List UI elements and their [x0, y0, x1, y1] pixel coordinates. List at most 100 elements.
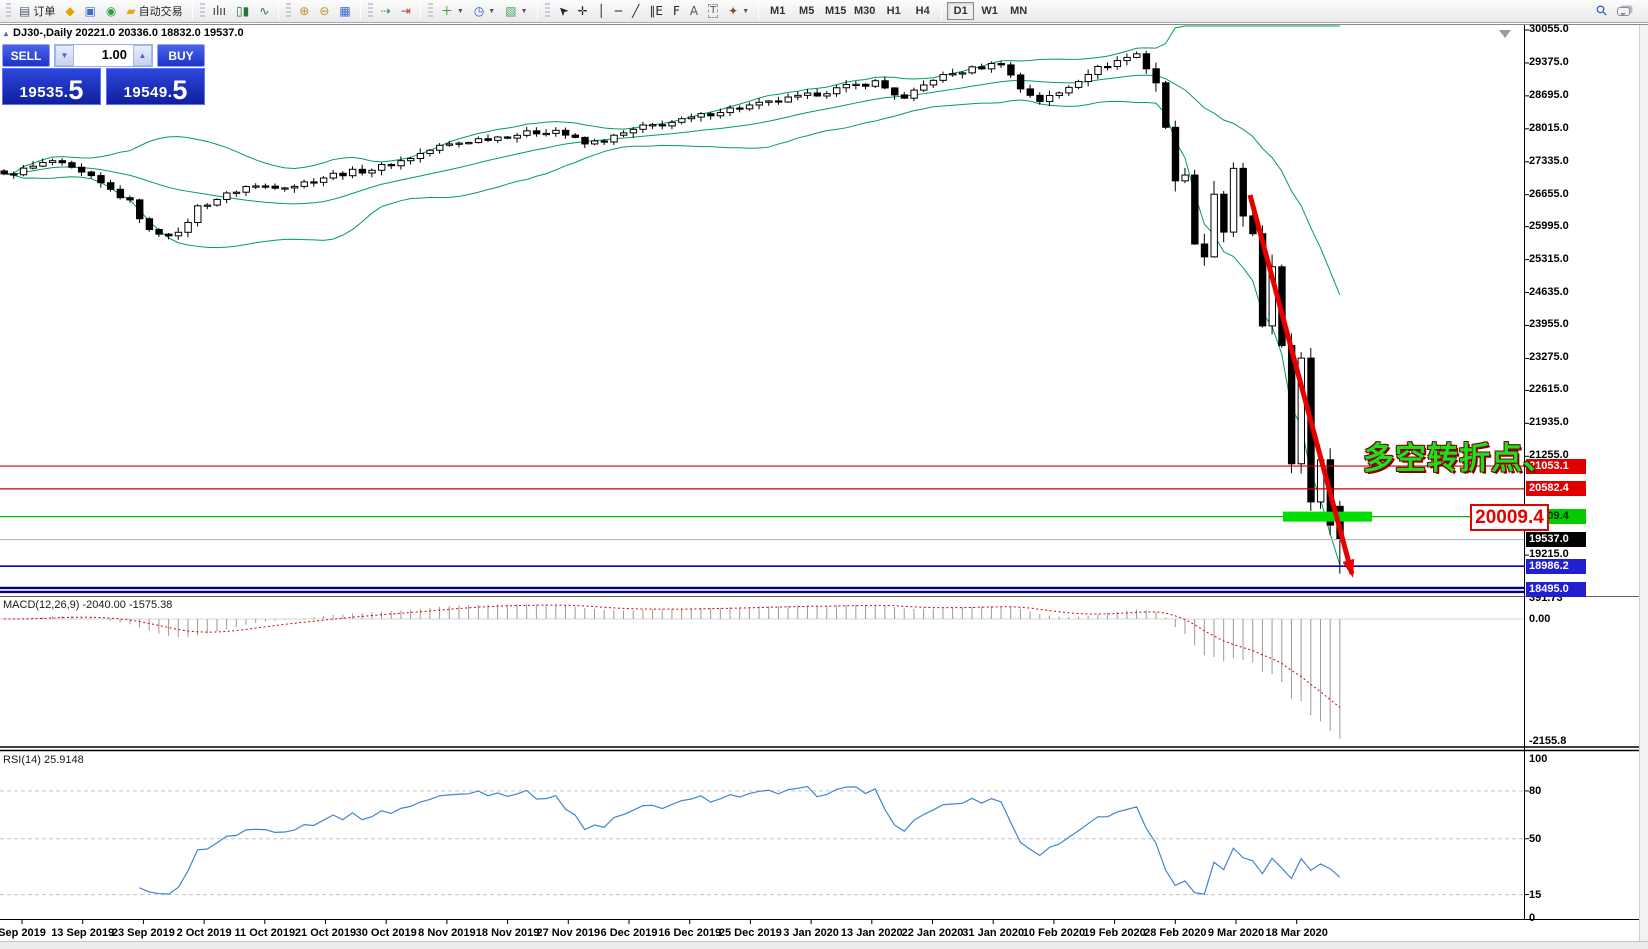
- date-tick-label: 28 Feb 2020: [1144, 927, 1207, 939]
- rsi-label: RSI(14) 25.9148: [3, 754, 84, 766]
- date-tick-label: 18 Mar 2020: [1265, 927, 1328, 939]
- price-tick-label: 24635.0: [1529, 285, 1569, 298]
- trendline-icon: ╱: [632, 4, 640, 18]
- date-tick-label: 16 Dec 2019: [658, 927, 722, 939]
- date-tick-label: 11 Oct 2019: [234, 927, 296, 939]
- toolbar-separator: [941, 2, 943, 20]
- chart-mini-icon: ▴: [4, 28, 9, 38]
- price-tick-label: 23275.0: [1529, 351, 1569, 364]
- fibonacci-button[interactable]: F: [669, 2, 684, 21]
- text-button[interactable]: A: [686, 2, 702, 21]
- new-chart-button[interactable]: ＋ ▼: [437, 2, 468, 21]
- timeframe-button-m1[interactable]: M1: [770, 5, 786, 17]
- signal-icon[interactable]: ◉: [102, 2, 120, 21]
- chevron-down-icon: ▼: [488, 7, 496, 15]
- status-bar: [0, 941, 1648, 949]
- rsi-tick-label: 0: [1529, 912, 1536, 924]
- volume-input[interactable]: 1.00: [101, 47, 127, 62]
- date-tick-label: Sep 2019: [0, 927, 46, 939]
- trendline-button[interactable]: ╱: [628, 2, 643, 21]
- price-tick-label: 22615.0: [1529, 383, 1569, 396]
- tile-windows-button[interactable]: ▦: [335, 2, 354, 21]
- chat-icon[interactable]: [1617, 6, 1630, 16]
- zoom-out-button[interactable]: ⊖: [315, 2, 333, 21]
- volume-spinner: ▼ 1.00 ▲: [54, 44, 153, 67]
- gold-icon: ◆: [65, 4, 75, 18]
- rsi-tick-label: 15: [1529, 888, 1542, 901]
- bar-chart-button[interactable]: ılıı: [209, 2, 230, 21]
- timeframe-button-h1[interactable]: H1: [886, 5, 901, 17]
- label-button[interactable]: T: [704, 2, 722, 21]
- turning-point-annotation: 多空转折点、: [1363, 441, 1555, 476]
- timeframe-button-w1[interactable]: W1: [981, 5, 998, 17]
- chart-shift-marker-icon[interactable]: [1499, 30, 1511, 38]
- macd-label: MACD(12,26,9) -2040.00 -1575.38: [3, 599, 173, 611]
- chart-title-text: DJ30-,Daily 20221.0 20336.0 18832.0 1953…: [13, 27, 244, 39]
- channel-button[interactable]: ∥E: [645, 2, 667, 21]
- price-tick-label: 30055.0: [1529, 23, 1569, 35]
- clock-icon: ◷: [473, 4, 485, 18]
- zoom-in-button[interactable]: ⊕: [295, 2, 313, 21]
- buy-button[interactable]: BUY: [157, 44, 205, 67]
- horizontal-line-button[interactable]: ─: [611, 2, 626, 21]
- chart-shift-button[interactable]: ⇥: [397, 2, 415, 21]
- price-box-annotation: 20009.4: [1470, 504, 1549, 531]
- gold-icon[interactable]: ◆: [61, 2, 78, 21]
- auto-scroll-button[interactable]: ⇢: [377, 2, 395, 21]
- toolbar-grip: [6, 3, 11, 19]
- price-tick-label: 23955.0: [1529, 318, 1569, 331]
- toolbar-grip: [544, 3, 550, 19]
- arrows-button[interactable]: ✦ ▼: [724, 2, 753, 21]
- candlestick-chart-icon: ▯▮: [235, 4, 250, 18]
- date-tick-label: 31 Jan 2020: [962, 927, 1025, 939]
- accounts-icon: ▣: [84, 4, 96, 18]
- macd-tick-label: -2155.8: [1529, 735, 1567, 748]
- new-order-button[interactable]: ▤ 订单: [15, 2, 59, 21]
- price-tick-label: 28695.0: [1529, 88, 1569, 101]
- sell-price[interactable]: 19535. 5: [2, 68, 101, 105]
- toolbar-separator: [758, 2, 760, 20]
- buy-price[interactable]: 19549. 5: [106, 68, 205, 105]
- main-toolbar: ▤ 订单 ◆ ▣ ◉ ▰ 自动交易 ılıı ▯▮ ∿ ⊕ ⊖ ▦ ⇢ ⇥ ＋ ▼ ◷ ▼ ▧ ▼ ➤ ✛ │ ─ ╱ ∥E F A T ✦…: [0, 0, 1648, 23]
- auto-scroll-icon: ⇢: [380, 4, 391, 18]
- sell-price-main: 19535: [19, 84, 64, 101]
- accounts-icon[interactable]: ▣: [81, 2, 100, 21]
- candlestick-chart-button[interactable]: ▯▮: [232, 2, 253, 21]
- new-order-button-label: 订单: [33, 6, 56, 18]
- timeframe-button-m30[interactable]: M30: [853, 5, 876, 17]
- horizontal-line-icon: ─: [614, 4, 623, 18]
- zoom-out-icon: ⊖: [319, 4, 330, 18]
- buy-price-main: 19549: [123, 84, 168, 101]
- fibonacci-icon: F: [672, 4, 680, 18]
- volume-up-button[interactable]: ▲: [133, 45, 152, 66]
- label-icon: T: [708, 4, 719, 18]
- vertical-line-button[interactable]: │: [594, 2, 609, 21]
- rsi-tick-label: 80: [1529, 784, 1542, 797]
- templates-button[interactable]: ▧ ▼: [501, 2, 531, 21]
- timeframe-button-mn[interactable]: MN: [1010, 5, 1028, 17]
- chart-title: ▴ DJ30-,Daily 20221.0 20336.0 18832.0 19…: [4, 27, 244, 39]
- timeframe-button-d1[interactable]: D1: [947, 2, 975, 20]
- date-tick-label: 23 Sep 2019: [111, 927, 175, 939]
- periods-button[interactable]: ◷ ▼: [470, 2, 499, 21]
- timeframe-button-m15[interactable]: M15: [824, 5, 847, 17]
- volume-down-button[interactable]: ▼: [55, 45, 74, 66]
- bar-chart-icon: ılıı: [212, 4, 226, 18]
- timeframe-button-h4[interactable]: H4: [915, 5, 930, 17]
- date-tick-label: 10 Feb 2020: [1022, 927, 1086, 939]
- auto-trading-button[interactable]: ▰ 自动交易: [122, 2, 186, 21]
- date-tick-label: 21 Oct 2019: [294, 927, 357, 939]
- timeframe-button-m5[interactable]: M5: [799, 5, 815, 17]
- date-tick-label: 30 Oct 2019: [355, 927, 417, 939]
- macd-tick-label: 0.00: [1529, 613, 1551, 625]
- signal-icon: ◉: [105, 4, 117, 18]
- toolbar-right: ⚲: [1593, 2, 1644, 20]
- crosshair-button[interactable]: ✛: [574, 2, 592, 21]
- sell-button[interactable]: SELL: [2, 44, 50, 67]
- line-chart-button[interactable]: ∿: [255, 2, 273, 21]
- channel-icon: ∥E: [649, 4, 663, 18]
- toolbar-grip: [286, 3, 292, 19]
- date-tick-label: 25 Dec 2019: [718, 927, 782, 939]
